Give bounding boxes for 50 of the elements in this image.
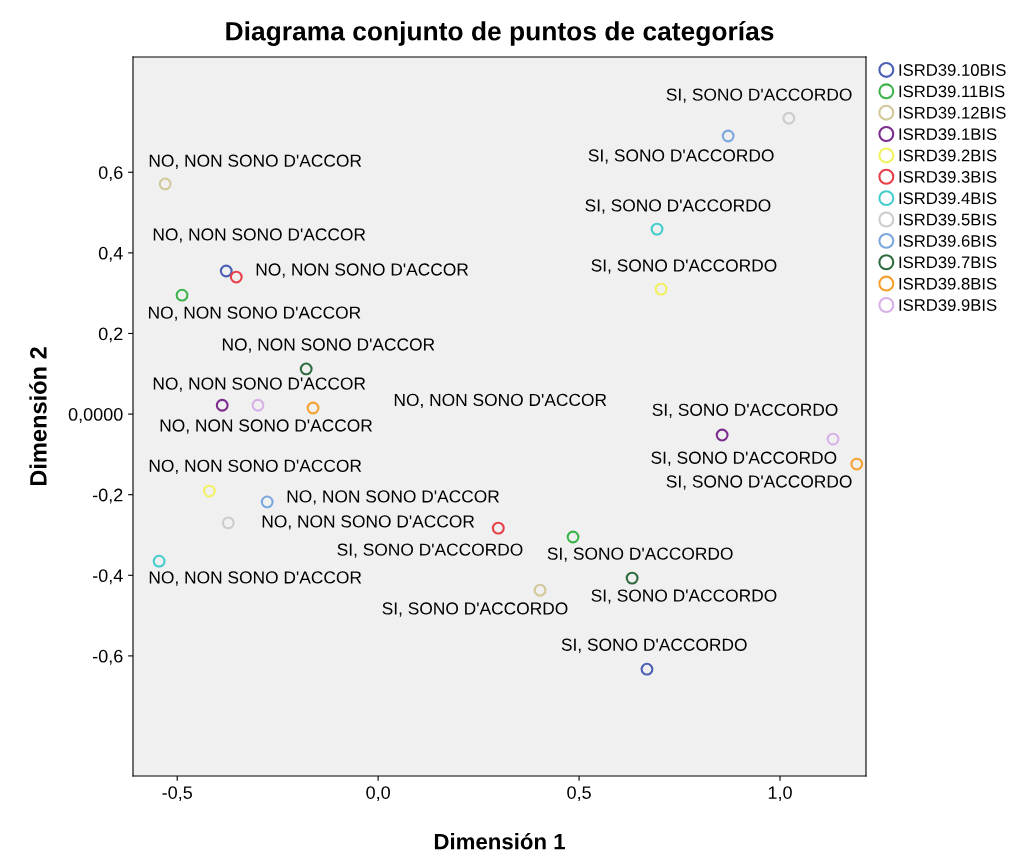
x-tick-label: -0,5: [162, 786, 193, 802]
annotation: NO, NON SONO D'ACCOR: [153, 377, 366, 392]
x-tick-label: 0,0: [366, 786, 390, 802]
legend-label: ISRD39.10BIS: [899, 64, 1006, 76]
annotation: SI, SONO D'ACCORDO: [591, 589, 777, 604]
legend-label: ISRD39.5BIS: [899, 213, 997, 226]
legend-label: ISRD39.3BIS: [899, 170, 997, 183]
annotation: SI, SONO D'ACCORDO: [561, 638, 747, 653]
y-tick-label: -0,6: [92, 649, 123, 665]
legend-label: ISRD39.2BIS: [899, 149, 997, 162]
annotation: NO, NON SONO D'ACCOR: [262, 515, 475, 530]
annotation: NO, NON SONO D'ACCOR: [256, 263, 469, 278]
y-tick-label: 0,4: [98, 246, 123, 262]
annotation: NO, NON SONO D'ACCOR: [149, 459, 362, 474]
annotation: NO, NON SONO D'ACCOR: [160, 419, 373, 434]
chart-title: Diagrama conjunto de puntos de categorías: [226, 20, 774, 46]
annotation: SI, SONO D'ACCORDO: [652, 403, 838, 418]
y-tick-label: 0,6: [98, 166, 123, 182]
x-tick-label: 0,5: [567, 786, 591, 802]
annotation: SI, SONO D'ACCORDO: [651, 451, 837, 466]
x-axis-title: Dimensión 1: [434, 832, 565, 850]
annotation: SI, SONO D'ACCORDO: [666, 88, 852, 103]
legend-label: ISRD39.12BIS: [899, 106, 1006, 119]
legend-label: ISRD39.7BIS: [899, 256, 997, 269]
annotation: SI, SONO D'ACCORDO: [585, 199, 771, 214]
legend-label: ISRD39.1BIS: [899, 128, 997, 141]
annotation: NO, NON SONO D'ACCOR: [149, 154, 362, 169]
annotation: SI, SONO D'ACCORDO: [547, 547, 733, 562]
legend-label: ISRD39.6BIS: [899, 235, 997, 247]
annotation: NO, NON SONO D'ACCOR: [287, 490, 499, 505]
legend-label: ISRD39.4BIS: [899, 192, 997, 205]
annotation: NO, NON SONO D'ACCOR: [222, 338, 435, 353]
legend-label: ISRD39.8BIS: [899, 277, 997, 290]
annotation: NO, NON SONO D'ACCOR: [153, 228, 366, 243]
legend-label: ISRD39.11BIS: [899, 85, 1005, 98]
annotation: SI, SONO D'ACCORDO: [666, 475, 852, 490]
y-axis-title: Dimensión 2: [29, 347, 47, 486]
annotation: NO, NON SONO D'ACCOR: [149, 571, 362, 586]
x-tick-label: 1,0: [768, 786, 792, 802]
annotation: NO, NON SONO D'ACCOR: [148, 306, 361, 321]
y-tick-label: 0,0000: [68, 408, 123, 423]
y-tick-label: -0,2: [92, 488, 123, 504]
annotation: SI, SONO D'ACCORDO: [591, 259, 777, 274]
legend-label: ISRD39.9BIS: [899, 299, 997, 311]
annotation: SI, SONO D'ACCORDO: [588, 149, 774, 164]
y-tick-label: -0,4: [92, 569, 123, 585]
annotation: SI, SONO D'ACCORDO: [382, 602, 568, 617]
annotation: SI, SONO D'ACCORDO: [337, 543, 523, 558]
annotation: NO, NON SONO D'ACCOR: [394, 393, 607, 409]
y-tick-label: 0,2: [98, 327, 123, 343]
